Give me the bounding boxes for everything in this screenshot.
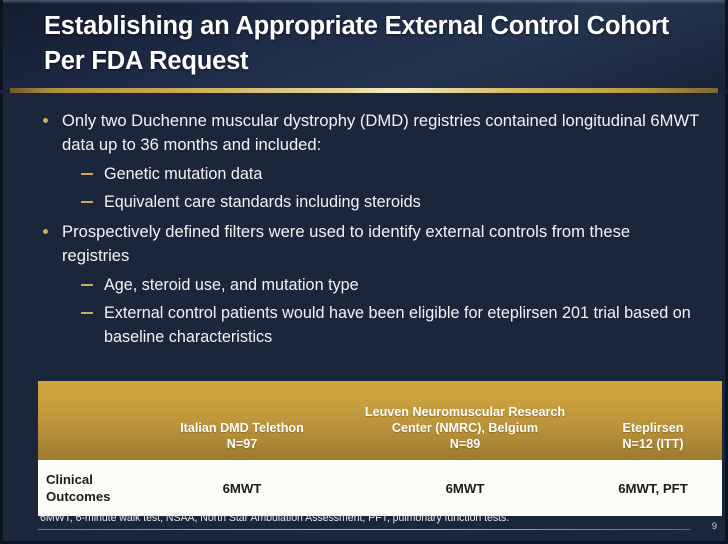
row-label-line-2: Outcomes <box>46 489 111 504</box>
bullet-dash-icon <box>81 312 93 314</box>
page-number: 9 <box>711 521 717 532</box>
bullet-text: Only two Duchenne muscular dystrophy (DM… <box>62 111 699 154</box>
page-title: Establishing an Appropriate External Con… <box>44 12 669 75</box>
sub-bullet-list: Age, steroid use, and mutation type Exte… <box>40 273 700 349</box>
sub-bullet-text: External control patients would have bee… <box>104 304 691 346</box>
bullet-dash-icon <box>81 173 93 175</box>
sub-bullet-item: Age, steroid use, and mutation type <box>40 273 700 297</box>
bullet-dash-icon <box>81 284 93 286</box>
table-corner-cell <box>38 381 138 460</box>
table-header-eteplirsen: Eteplirsen N=12 (ITT) <box>584 381 722 460</box>
table-cell-italian-outcome: 6MWT <box>138 460 346 516</box>
bullet-dash-icon <box>81 201 93 203</box>
title-divider-rule <box>10 88 718 93</box>
table-header-row: Italian DMD Telethon N=97 Leuven Neuromu… <box>38 381 722 460</box>
sub-bullet-text: Age, steroid use, and mutation type <box>104 276 359 294</box>
sub-bullet-item: Equivalent care standards including ster… <box>40 190 700 214</box>
slide-body: Only two Duchenne muscular dystrophy (DM… <box>0 93 728 544</box>
table-cell-leuven-outcome: 6MWT <box>346 460 584 516</box>
bullet-list: Only two Duchenne muscular dystrophy (DM… <box>40 109 700 355</box>
header-line-1: Leuven Neuromuscular Research <box>364 405 566 419</box>
header-line-1: Eteplirsen <box>622 421 684 435</box>
sub-bullet-item: Genetic mutation data <box>40 162 700 186</box>
table-header: Italian DMD Telethon N=97 Leuven Neuromu… <box>38 381 722 460</box>
footnote-divider-rule <box>38 529 690 530</box>
bullet-dot-icon <box>43 229 48 234</box>
header-line-2: Center (NMRC), Belgium <box>391 421 539 435</box>
sub-bullet-text: Equivalent care standards including ster… <box>104 193 421 211</box>
table-cell-eteplirsen-outcome: 6MWT, PFT <box>584 460 722 516</box>
header-line-1: Italian DMD Telethon <box>180 421 304 435</box>
sub-bullet-list: Genetic mutation data Equivalent care st… <box>40 162 700 214</box>
header-line-3: N=89 <box>449 437 481 451</box>
footnote-text: 6MWT, 6-minute walk test; NSAA, North St… <box>40 512 510 524</box>
sub-bullet-item: External control patients would have bee… <box>40 301 700 349</box>
table-body: Clinical Outcomes 6MWT 6MWT 6MWT, PFT <box>38 460 722 516</box>
table-row-label-clinical-outcomes: Clinical Outcomes <box>38 460 138 516</box>
bullet-dot-icon <box>43 118 48 123</box>
bullet-item: Only two Duchenne muscular dystrophy (DM… <box>40 109 700 157</box>
row-label-line-1: Clinical <box>46 472 93 487</box>
bullet-text: Prospectively defined filters were used … <box>62 222 631 265</box>
table-row: Clinical Outcomes 6MWT 6MWT 6MWT, PFT <box>38 460 722 516</box>
sub-bullet-text: Genetic mutation data <box>104 165 263 183</box>
header-spacer <box>142 386 342 420</box>
table-header-leuven-nmrc: Leuven Neuromuscular Research Center (NM… <box>346 381 584 460</box>
slide-title-band: Establishing an Appropriate External Con… <box>0 0 728 90</box>
header-line-2: N=12 (ITT) <box>622 437 684 451</box>
header-line-2: N=97 <box>226 437 258 451</box>
comparison-table: Italian DMD Telethon N=97 Leuven Neuromu… <box>38 381 722 516</box>
bullet-item: Prospectively defined filters were used … <box>40 220 700 268</box>
table-header-italian-dmd-telethon: Italian DMD Telethon N=97 <box>138 381 346 460</box>
